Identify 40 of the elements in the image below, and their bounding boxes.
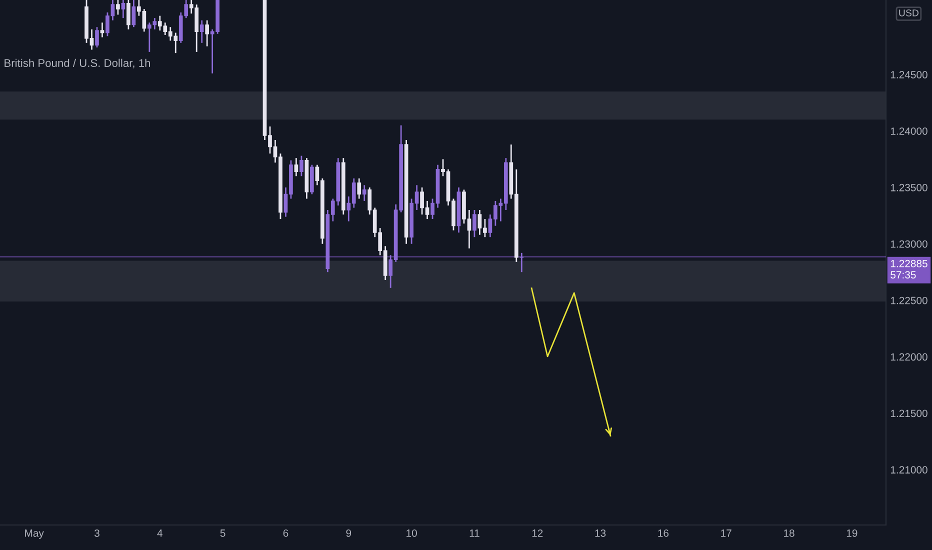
x-tick-label: May: [25, 530, 44, 539]
candlestick: [294, 157, 298, 177]
y-tick-label: 1.22000: [890, 353, 928, 361]
x-tick-label: 13: [595, 529, 606, 537]
candlestick: [357, 178, 362, 200]
x-tick-label: 16: [658, 529, 669, 537]
x-tick-label: 6: [283, 529, 288, 537]
candlestick: [200, 20, 204, 44]
candlestick: [100, 22, 104, 38]
candlestick: [362, 184, 366, 202]
candlestick: [300, 155, 304, 177]
x-tick-label: 19: [846, 529, 858, 537]
y-tick-label: 1.21000: [890, 466, 928, 474]
x-tick-label: 12: [532, 529, 543, 537]
y-tick-label: 1.21500: [890, 410, 928, 418]
y-tick-label: 1.22500: [890, 296, 928, 304]
candlestick: [126, 0, 130, 30]
y-tick-label: 1.24500: [890, 71, 928, 78]
candlestick: [472, 209, 476, 238]
y-tick-label: 1.24000: [890, 127, 928, 135]
candlestick: [116, 0, 120, 16]
ref-line-label: 1.22885: [890, 260, 928, 268]
x-tick-label: 11: [470, 530, 480, 537]
x-tick-label: 5: [220, 530, 226, 537]
y-tick-label: 1.23500: [890, 184, 928, 192]
y-tick-label: 1.23000: [890, 240, 928, 248]
candlestick: [205, 20, 210, 47]
text: 57:35: [890, 271, 916, 279]
candlestick: [132, 0, 136, 28]
candlestick: [95, 26, 99, 48]
x-tick-label: 18: [784, 529, 794, 537]
y-axis-title: USD: [899, 9, 918, 16]
x-tick-label: 10: [406, 529, 417, 537]
x-tick-label: 3: [94, 529, 100, 537]
x-tick-label: 17: [721, 530, 732, 537]
text: British Pound / U.S. Dollar, 1h: [4, 58, 150, 68]
candlestick: [121, 0, 126, 19]
x-tick-label: 4: [157, 530, 162, 537]
x-tick-label: 9: [346, 529, 352, 537]
candlestick: [520, 252, 524, 273]
